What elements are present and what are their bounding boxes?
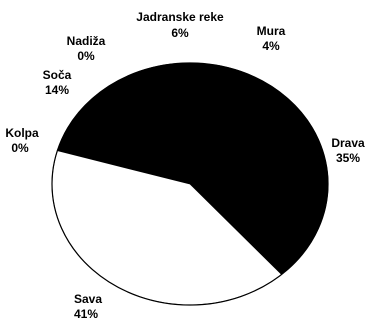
slice-label-kolpa: Kolpa — [5, 126, 39, 140]
slice-label-jadranske-reke: Jadranske reke — [136, 10, 224, 24]
slice-label-nadiza: Nadiža — [67, 34, 106, 48]
slice-value-kolpa: 0% — [11, 141, 29, 155]
slice-label-sava: Sava — [74, 292, 102, 306]
pie-outline — [51, 62, 329, 306]
pie-labels: Kolpa 0% Soča 14% Nadiža 0% Jadranske re… — [5, 10, 365, 321]
slice-label-soca: Soča — [43, 68, 72, 82]
slice-value-sava: 41% — [74, 307, 98, 321]
slice-label-drava: Drava — [331, 136, 365, 150]
slice-value-mura: 4% — [262, 39, 280, 53]
slice-value-nadiza: 0% — [77, 49, 95, 63]
pie-slices — [51, 62, 329, 306]
slice-value-soca: 14% — [45, 83, 69, 97]
slice-label-mura: Mura — [257, 24, 286, 38]
slice-value-jadranske-reke: 6% — [171, 26, 189, 40]
slice-value-drava: 35% — [336, 151, 360, 165]
